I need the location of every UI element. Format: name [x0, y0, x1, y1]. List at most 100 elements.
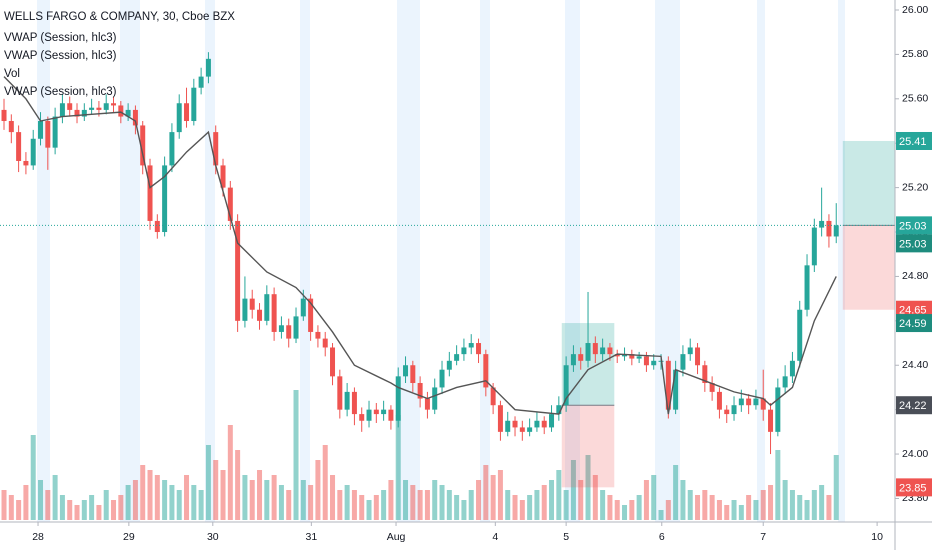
candle-body [191, 87, 197, 122]
candle-body [819, 220, 825, 228]
volume-bar [264, 480, 270, 520]
candle-body [235, 220, 241, 321]
candle-body [344, 391, 350, 410]
candle-body [410, 365, 416, 384]
candle-body [592, 343, 598, 355]
candle-body [293, 316, 299, 339]
volume-bar [826, 495, 832, 520]
volume-bar [300, 480, 306, 520]
candle-body [388, 409, 394, 421]
volume-bar [673, 465, 679, 520]
candle-body [220, 165, 226, 188]
candle-body [74, 109, 80, 117]
candle-body [176, 103, 182, 133]
legend-entry: VWAP (Session, hlc3) [4, 32, 117, 44]
volume-bar [658, 510, 664, 520]
volume-bar [512, 495, 518, 520]
volume-bar [687, 490, 693, 520]
candle-body [614, 354, 620, 357]
stripe [838, 0, 845, 522]
candle-body [315, 331, 321, 339]
volume-bar [59, 495, 65, 520]
candle-body [96, 107, 102, 110]
volume-bar [176, 490, 182, 520]
volume-bar [52, 475, 58, 520]
candle-body [724, 409, 730, 415]
candle-body [227, 187, 233, 221]
volume-bar [205, 445, 211, 520]
candle-body [140, 125, 146, 166]
volume-bar [286, 490, 292, 520]
candle-body [716, 391, 722, 410]
candle-body [731, 405, 737, 415]
y-tick-label: 25.80 [902, 48, 928, 60]
volume-bar [198, 490, 204, 520]
candle-body [651, 360, 657, 366]
candle-body [198, 76, 204, 88]
x-tick-label: 31 [306, 531, 318, 543]
candle-body [519, 427, 525, 432]
candle-body [147, 165, 153, 221]
candle-body [782, 376, 788, 388]
volume-bar [359, 495, 365, 520]
candle-body [687, 347, 693, 355]
volume-bar [775, 450, 781, 520]
candle-body [308, 298, 314, 332]
candle-body [373, 409, 379, 415]
candle-body [286, 325, 292, 339]
volume-bar [45, 490, 51, 520]
candle-body [534, 420, 540, 428]
volume-bar [140, 465, 146, 520]
candle-body [59, 103, 65, 117]
candle-body [184, 103, 190, 122]
candle-body [213, 132, 219, 166]
candle-body [490, 387, 496, 406]
volume-bar [629, 500, 635, 520]
volume-bar [16, 500, 22, 520]
candle-body [322, 338, 328, 348]
stripe [120, 0, 140, 522]
candle-body [607, 347, 613, 355]
volume-bar [169, 485, 175, 520]
candle-body [111, 103, 117, 106]
price-tag-label: 25.03 [899, 238, 927, 250]
candle-body [643, 356, 649, 366]
volume-bar [709, 495, 715, 520]
candle-body [811, 227, 817, 266]
price-tag [896, 216, 932, 235]
volume-bar [680, 480, 686, 520]
y-tick-label: 24.80 [902, 270, 928, 282]
volume-bar [147, 470, 153, 520]
candle-body [162, 165, 168, 233]
price-tag-label: 24.65 [899, 305, 927, 317]
time-axis-bg [0, 522, 932, 550]
candle-body [330, 347, 336, 377]
volume-bar [716, 500, 722, 520]
candle-body [497, 405, 503, 432]
volume-bar [497, 470, 503, 520]
candle-body [1, 109, 7, 122]
volume-bar [162, 480, 168, 520]
volume-bar [549, 480, 555, 520]
candle-body [483, 354, 489, 388]
candle-body [300, 298, 306, 317]
candle-body [746, 398, 752, 406]
candle-body [30, 138, 36, 166]
volume-bar [476, 480, 482, 520]
volume-bar [424, 490, 430, 520]
candle-body [271, 294, 277, 332]
volume-bar [585, 455, 591, 520]
volume-bar [483, 465, 489, 520]
volume-bar [505, 490, 511, 520]
volume-bar [731, 500, 737, 520]
price-axis-bg [895, 0, 932, 550]
volume-layer [1, 390, 839, 520]
volume-bar [1, 490, 7, 520]
legend: WELLS FARGO & COMPANY, 30, Cboe BZX VWAP… [4, 11, 235, 98]
candle-body [351, 391, 357, 415]
candle-body [665, 360, 671, 410]
volume-bar [213, 460, 219, 520]
candle-body [804, 265, 810, 310]
volume-bar [403, 480, 409, 520]
